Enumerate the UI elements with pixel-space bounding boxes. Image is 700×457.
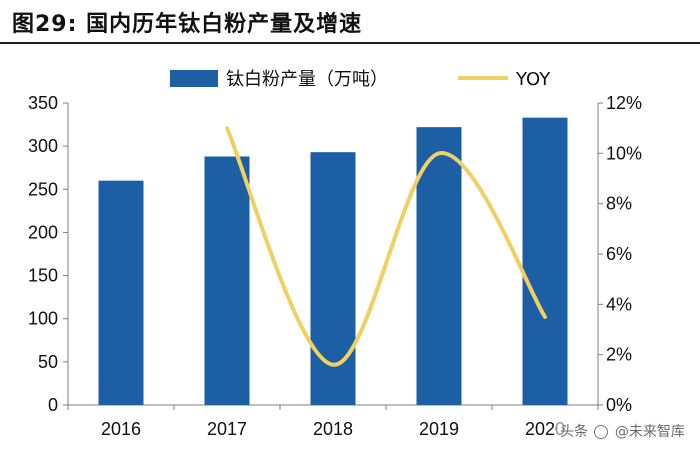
bar-2018 bbox=[310, 152, 356, 405]
y-right-tick-label: 0% bbox=[606, 395, 632, 415]
watermark-icon bbox=[594, 425, 609, 439]
y-left-tick-label: 150 bbox=[28, 266, 58, 286]
yoy-line bbox=[225, 126, 547, 367]
watermark-handle: @未来智库 bbox=[614, 424, 685, 440]
watermark: 头条 @未来智库 bbox=[556, 420, 689, 442]
bar-2019 bbox=[416, 127, 462, 405]
x-tick-label: 2018 bbox=[313, 419, 353, 439]
y-right-tick-label: 4% bbox=[606, 294, 632, 314]
y-left-tick-label: 350 bbox=[28, 93, 58, 113]
y-left-tick-label: 200 bbox=[28, 222, 58, 242]
y-right-tick-label: 10% bbox=[606, 143, 642, 163]
x-tick-label: 2020 bbox=[525, 419, 565, 439]
title-bar: 图29: 国内历年钛白粉产量及增速 bbox=[0, 0, 700, 44]
bar-2020 bbox=[522, 117, 568, 405]
x-tick-label: 2016 bbox=[101, 419, 141, 439]
y-right-tick-label: 12% bbox=[606, 93, 642, 113]
chart-title: 图29: 国内历年钛白粉产量及增速 bbox=[12, 12, 363, 37]
x-tick-label: 2019 bbox=[419, 419, 459, 439]
y-left-tick-label: 0 bbox=[48, 395, 58, 415]
y-left-tick-label: 300 bbox=[28, 136, 58, 156]
legend-bar-label: 钛白粉产量（万吨） bbox=[226, 69, 388, 90]
y-right-tick-label: 8% bbox=[606, 194, 632, 214]
bar-2017 bbox=[204, 156, 250, 405]
legend-line-label: YOY bbox=[515, 69, 551, 90]
bar-2016 bbox=[98, 180, 144, 405]
y-right-tick-label: 2% bbox=[606, 345, 632, 365]
y-left-tick-label: 50 bbox=[38, 352, 58, 372]
y-right-tick-label: 6% bbox=[606, 244, 632, 264]
y-left-tick-label: 100 bbox=[28, 309, 58, 329]
y-left-tick-label: 250 bbox=[28, 179, 58, 199]
x-tick-label: 2017 bbox=[207, 419, 247, 439]
watermark-prefix: 头条 bbox=[560, 424, 588, 440]
legend-bar-swatch bbox=[170, 70, 218, 87]
